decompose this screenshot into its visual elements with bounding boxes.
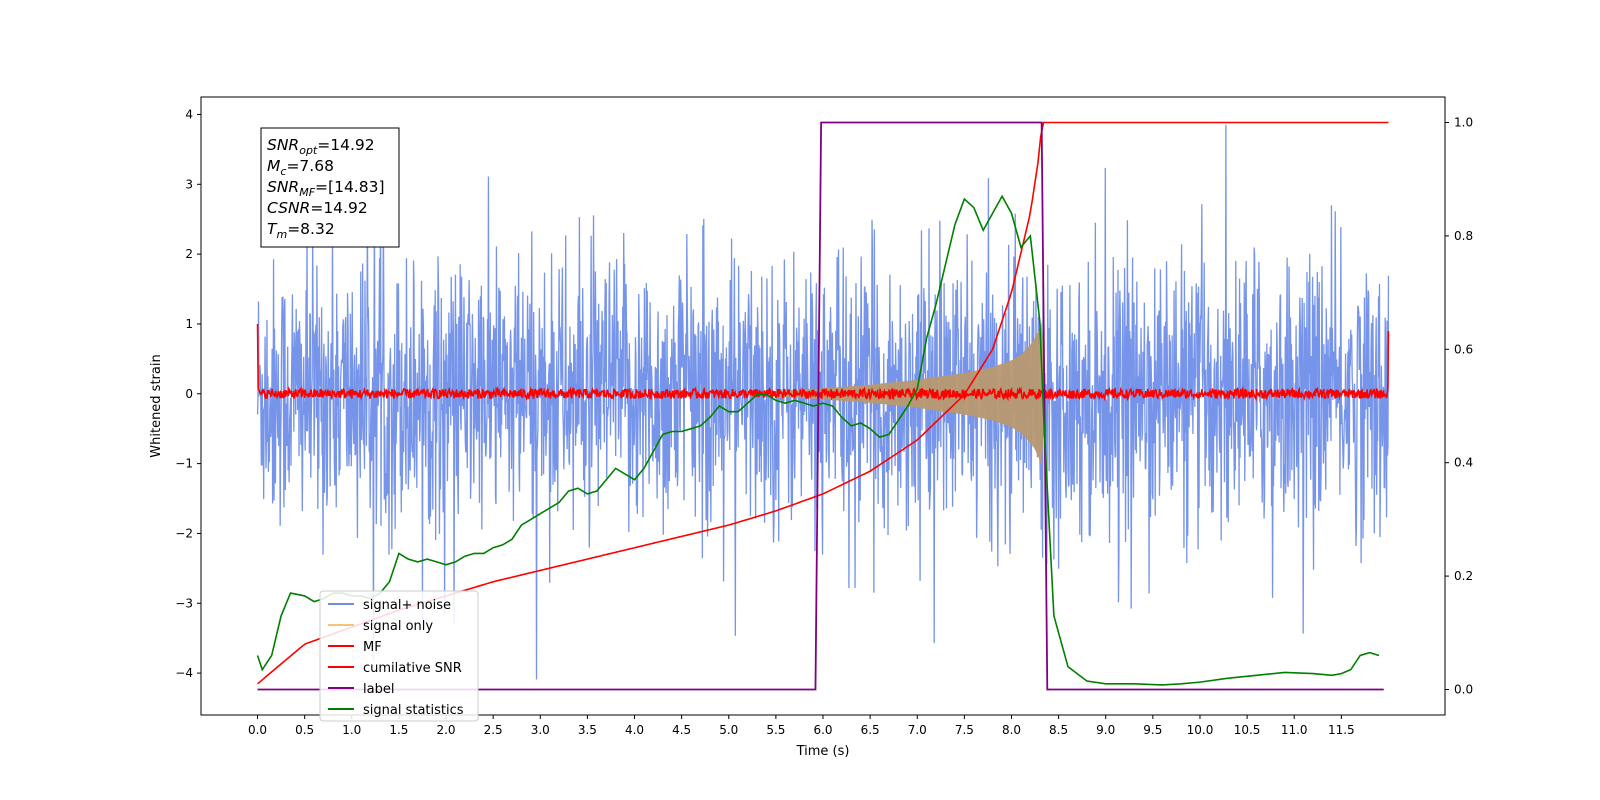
x-tick-label: 2.5 (484, 723, 503, 737)
y2-tick-label: 0.2 (1454, 569, 1473, 583)
x-tick-label: 3.0 (531, 723, 550, 737)
x-tick-label: 11.5 (1328, 723, 1355, 737)
series-label (257, 121, 1384, 691)
annotation-symbol: CSNR (267, 199, 310, 217)
x-tick-label: 6.5 (861, 723, 880, 737)
y-tick-label: 3 (185, 177, 193, 191)
y2-tick-label: 0.4 (1454, 456, 1473, 470)
y-tick-label: 0 (185, 387, 193, 401)
x-tick-label: 11.0 (1281, 723, 1308, 737)
x-tick-label: 2.0 (436, 723, 455, 737)
y2-tick-label: 1.0 (1454, 116, 1473, 130)
y-tick-label: 1 (185, 317, 193, 331)
x-tick-label: 9.5 (1143, 723, 1162, 737)
annotation-line: Mc=7.68 (267, 157, 334, 178)
x-tick-label: 4.5 (672, 723, 691, 737)
annotation-subscript: c (280, 165, 286, 178)
annotation-symbol: T (267, 220, 278, 238)
series-mf (256, 323, 1390, 402)
axes: 0.0 0.5 1.0 1.5 2.0 2.5 3.0 3.5 4.0 4.5 5.0 5.5 6.0 6… (175, 96, 1473, 737)
legend-entry: signal+ noise (363, 598, 451, 613)
annotation-value: =14.92 (317, 136, 374, 154)
annotation-line: SNRopt=14.92 (267, 136, 375, 157)
x-tick-label: 4.0 (625, 723, 644, 737)
x-tick-label: 1.5 (389, 723, 408, 737)
x-tick-label: 0.5 (295, 723, 314, 737)
y-tick-label: −3 (175, 596, 193, 610)
annotation-line: Tm=8.32 (267, 220, 335, 241)
annotation-value: =8.32 (287, 220, 335, 238)
annotation-symbol: SNR (267, 178, 299, 196)
legend-entry: signal only (363, 619, 433, 634)
annotation-value: =[14.83] (315, 178, 384, 196)
y-tick-label: −1 (175, 457, 193, 471)
x-tick-label: 7.0 (908, 723, 927, 737)
y2-tick-label: 0.6 (1454, 342, 1473, 356)
annotation-subscript: MF (299, 186, 315, 199)
y-axis-label: Whitened strain (149, 354, 164, 457)
x-tick-label: 10.0 (1187, 723, 1214, 737)
annotation-symbol: M (267, 157, 280, 175)
legend-entry: MF (363, 640, 382, 655)
x-tick-label: 5.5 (766, 723, 785, 737)
annotation-subscript: opt (299, 144, 318, 157)
legend-entry: label (363, 682, 394, 697)
annotation-line: SNRMF=[14.83] (267, 178, 385, 199)
legend-entry: signal statistics (363, 703, 464, 718)
x-tick-label: 7.5 (955, 723, 974, 737)
x-tick-label: 9.0 (1096, 723, 1115, 737)
x-tick-label: 6.0 (813, 723, 832, 737)
annotation-value: =7.68 (286, 157, 334, 175)
series-signal-statistics (256, 194, 1380, 686)
annotation-line: CSNR=14.92 (267, 199, 368, 217)
annotation-box: SNRopt=14.92Mc=7.68SNRMF=[14.83]CSNR=14.… (260, 127, 400, 248)
series-signal-noise (256, 124, 1390, 680)
legend: signal+ noise signal only MF cumilative SNR… (319, 590, 479, 722)
x-tick-label: 10.5 (1234, 723, 1261, 737)
y-tick-label: −2 (175, 526, 193, 540)
legend-entry: cumilative SNR (363, 661, 462, 676)
x-axis-label: Time (s) (796, 744, 850, 759)
annotation-subscript: m (276, 228, 287, 241)
y2-tick-label: 0.8 (1454, 229, 1473, 243)
annotation-symbol: SNR (267, 136, 299, 154)
x-tick-label: 1.0 (342, 723, 361, 737)
legend-frame (319, 590, 479, 722)
y-tick-label: −4 (175, 666, 193, 680)
x-tick-label: 8.5 (1049, 723, 1068, 737)
x-tick-label: 0.0 (248, 723, 267, 737)
x-tick-label: 8.0 (1002, 723, 1021, 737)
x-tick-label: 5.0 (719, 723, 738, 737)
annotation-frame (260, 127, 400, 248)
y-tick-label: 2 (185, 247, 193, 261)
y-tick-label: 4 (185, 107, 193, 121)
annotation-value: =14.92 (310, 199, 367, 217)
y2-tick-label: 0.0 (1454, 682, 1473, 696)
x-tick-label: 3.5 (578, 723, 597, 737)
